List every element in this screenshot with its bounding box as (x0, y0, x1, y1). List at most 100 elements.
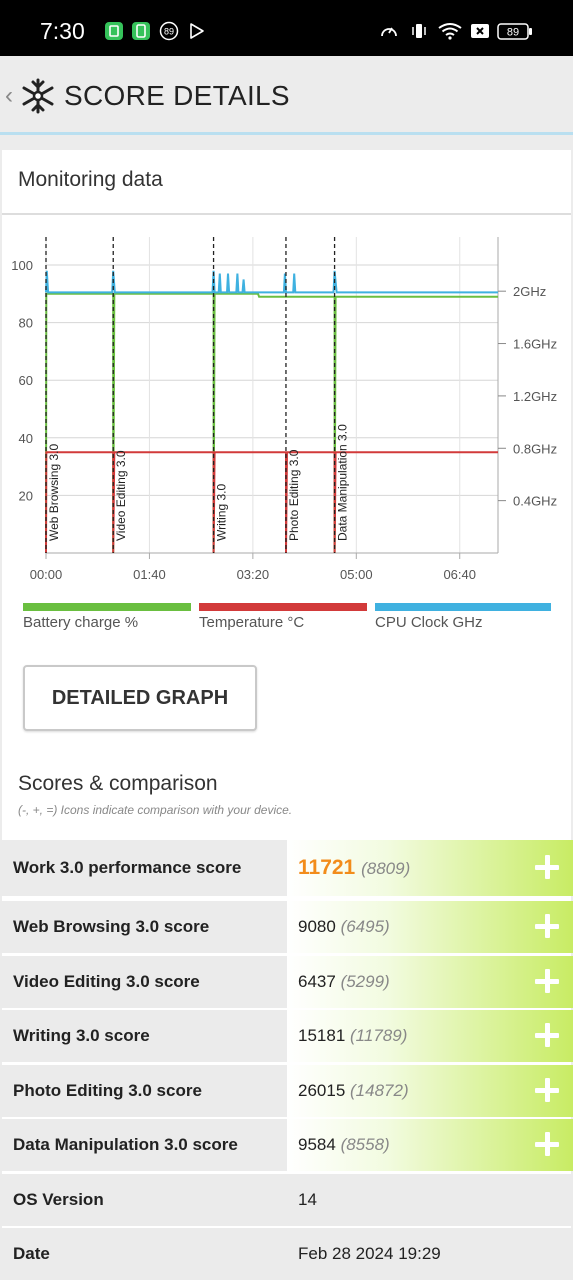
status-bar: 7:30 89 89 (0, 0, 573, 56)
status-time: 7:30 (40, 18, 85, 44)
x-tick-label: 06:40 (443, 567, 476, 582)
plus-icon (535, 1078, 559, 1102)
score-label: Work 3.0 performance score (13, 858, 242, 877)
series-line (45, 270, 498, 294)
score-number: 26015 (298, 1081, 346, 1100)
score-compare: (6495) (340, 917, 390, 936)
score-compare: (11789) (350, 1026, 408, 1045)
score-value: 11721 (8809) (298, 840, 410, 896)
y-right-tick-label: 1.2GHz (513, 389, 557, 404)
score-value: 9584 (8558) (298, 1119, 390, 1171)
plus-icon (535, 914, 559, 938)
y-tick-label: 60 (19, 373, 33, 388)
score-row-photo-editing[interactable]: Photo Editing 3.0 score 26015 (14872) (0, 1065, 573, 1117)
scores-title: Scores & comparison (18, 772, 218, 795)
svg-text:89: 89 (164, 27, 174, 37)
score-value-cell: 26015 (14872) (287, 1065, 573, 1117)
score-value-cell: 11721 (8809) (287, 840, 573, 896)
score-number: 9080 (298, 917, 336, 936)
comparison-note: (-, +, =) Icons indicate comparison with… (18, 803, 293, 817)
x-tick-label: 05:00 (340, 567, 373, 582)
wifi-icon (438, 23, 462, 40)
x-tick-label: 01:40 (133, 567, 166, 582)
snowflake-icon (22, 78, 54, 114)
legend-label-battery: Battery charge % (23, 614, 139, 631)
info-value-cell: 14 (287, 1174, 573, 1226)
score-label: Photo Editing 3.0 score (13, 1081, 202, 1100)
info-value: Feb 28 2024 19:29 (298, 1244, 441, 1263)
y-tick-label: 100 (11, 258, 33, 273)
close-box-icon (471, 24, 489, 38)
svg-text:89: 89 (507, 27, 519, 39)
test-marker-label: Video Editing 3.0 (114, 450, 128, 541)
monitoring-chart: 00:00 01:40 03:20 05:00 06:40 100 80 60 40 20 2GHz… (11, 237, 557, 582)
y-right-tick-label: 0.4GHz (513, 494, 557, 509)
play-store-icon (190, 23, 204, 39)
plus-icon (535, 1132, 559, 1156)
score-compare: (8809) (361, 859, 411, 878)
y-tick-label: 80 (19, 316, 33, 331)
score-row-video-editing[interactable]: Video Editing 3.0 score 6437 (5299) (0, 956, 573, 1008)
battery-icon: 89 (497, 23, 532, 40)
score-label: Video Editing 3.0 score (13, 972, 200, 991)
score-value: 15181 (11789) (298, 1010, 407, 1062)
score-row-writing[interactable]: Writing 3.0 score 15181 (11789) (0, 1010, 573, 1062)
score-number: 11721 (298, 856, 356, 879)
score-value-cell: 9584 (8558) (287, 1119, 573, 1171)
vibrate-icon (412, 24, 426, 38)
chevron-left-icon[interactable]: ‹ (5, 82, 13, 109)
info-value: 14 (298, 1190, 317, 1209)
speedometer-icon (381, 27, 397, 37)
score-compare: (5299) (340, 972, 390, 991)
score-label: Data Manipulation 3.0 score (13, 1135, 238, 1154)
score-compare: (14872) (350, 1081, 409, 1100)
test-marker-label: Web Browsing 3.0 (47, 444, 61, 541)
legend-swatch-cpu (375, 603, 551, 611)
score-value-cell: 9080 (6495) (287, 901, 573, 953)
app-notification-icon (105, 22, 123, 40)
info-value-cell: Feb 28 2024 19:29 (287, 1228, 573, 1280)
test-marker-label: Writing 3.0 (215, 484, 229, 541)
score-row-work[interactable]: Work 3.0 performance score 11721 (8809) (0, 840, 573, 896)
detailed-graph-button[interactable]: DETAILED GRAPH (23, 665, 257, 731)
score-row-data-manipulation[interactable]: Data Manipulation 3.0 score 9584 (8558) (0, 1119, 573, 1171)
divider (2, 213, 571, 215)
score-value: 9080 (6495) (298, 901, 390, 953)
test-marker-label: Data Manipulation 3.0 (336, 424, 350, 541)
legend-label-cpu: CPU Clock GHz (375, 614, 483, 631)
score-value: 6437 (5299) (298, 956, 390, 1008)
plus-icon (535, 969, 559, 993)
y-tick-label: 40 (19, 431, 33, 446)
score-number: 6437 (298, 972, 336, 991)
score-value: 26015 (14872) (298, 1065, 409, 1117)
legend-swatch-temperature (199, 603, 367, 611)
badge-notification-icon: 89 (159, 21, 179, 41)
app-header: ‹ SCORE DETAILS (0, 56, 573, 135)
plus-icon (535, 855, 559, 879)
score-number: 15181 (298, 1026, 346, 1045)
score-value-cell: 6437 (5299) (287, 956, 573, 1008)
score-compare: (8558) (340, 1135, 390, 1154)
info-row-os-version: OS Version 14 (0, 1174, 573, 1226)
score-row-web-browsing[interactable]: Web Browsing 3.0 score 9080 (6495) (0, 901, 573, 953)
y-right-tick-label: 1.6GHz (513, 337, 557, 352)
score-label: Writing 3.0 score (13, 1026, 150, 1045)
score-value-cell: 15181 (11789) (287, 1010, 573, 1062)
legend-label-temperature: Temperature °C (199, 614, 305, 631)
test-marker-label: Photo Editing 3.0 (287, 449, 301, 541)
info-label: OS Version (13, 1190, 104, 1209)
y-tick-label: 20 (19, 488, 33, 503)
info-label: Date (13, 1244, 50, 1263)
plus-icon (535, 1023, 559, 1047)
page-title: SCORE DETAILS (64, 80, 290, 111)
y-right-tick-label: 2GHz (513, 284, 546, 299)
info-row-date: Date Feb 28 2024 19:29 (0, 1228, 573, 1280)
x-tick-label: 03:20 (237, 567, 270, 582)
monitoring-title: Monitoring data (18, 168, 163, 191)
x-tick-label: 00:00 (30, 567, 63, 582)
y-right-tick-label: 0.8GHz (513, 441, 557, 456)
legend-swatch-battery (23, 603, 191, 611)
score-label: Web Browsing 3.0 score (13, 917, 210, 936)
score-number: 9584 (298, 1135, 336, 1154)
app-notification-icon-2 (132, 22, 150, 40)
